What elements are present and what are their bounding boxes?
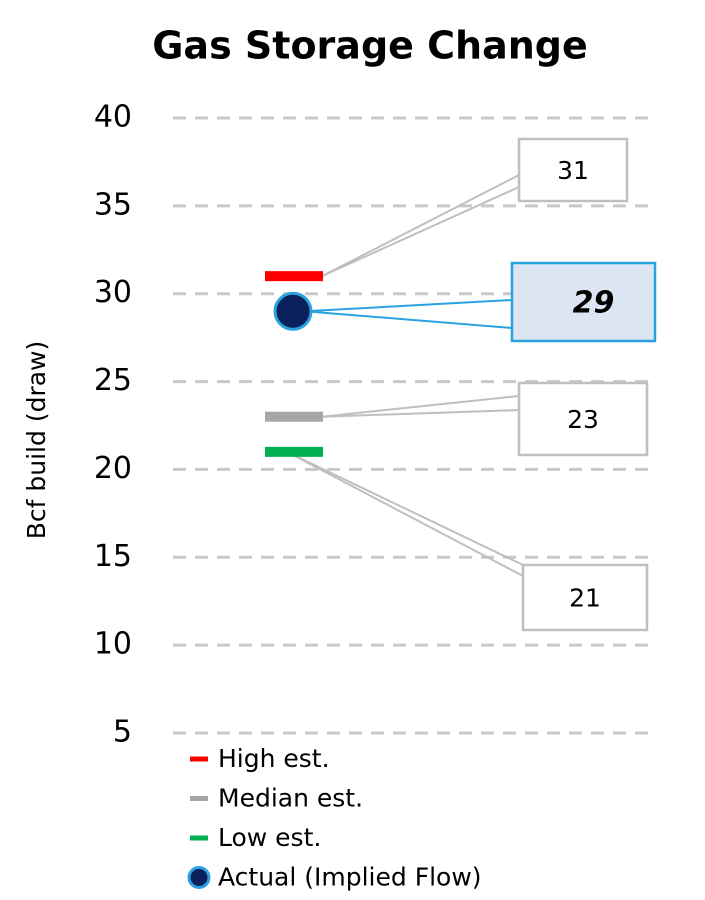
legend-swatch xyxy=(187,866,211,889)
y-tick-label: 20 xyxy=(94,451,132,486)
y-axis-label: Bcf build (draw) xyxy=(22,341,51,540)
y-tick-label: 40 xyxy=(94,100,132,135)
y-tick-label: 30 xyxy=(94,275,132,310)
legend-swatch xyxy=(190,835,208,841)
legend-label: Median est. xyxy=(218,784,363,813)
y-tick-label: 5 xyxy=(113,715,132,750)
callout-leader xyxy=(321,394,520,418)
callout-box xyxy=(517,381,649,457)
legend-label: Low est. xyxy=(218,823,321,852)
actual-marker xyxy=(273,291,313,331)
legend-label: High est. xyxy=(218,744,330,773)
data-label: 21 xyxy=(569,584,601,613)
callout-leader xyxy=(304,298,513,330)
estimate-marker xyxy=(265,446,323,457)
callout-leader xyxy=(321,173,520,278)
callout-box xyxy=(510,261,657,343)
callout-box xyxy=(521,563,649,632)
data-label: 29 xyxy=(573,286,615,321)
y-tick-label: 15 xyxy=(94,539,132,574)
y-tick-label: 10 xyxy=(94,627,132,662)
legend-swatch xyxy=(190,756,208,762)
estimate-marker xyxy=(265,271,323,282)
legend-swatch xyxy=(190,796,208,801)
callout-box xyxy=(517,137,629,203)
chart-title: Gas Storage Change xyxy=(152,24,588,68)
y-tick-label: 35 xyxy=(94,187,132,222)
data-label: 31 xyxy=(557,156,589,185)
estimate-marker xyxy=(265,411,323,422)
y-tick-label: 25 xyxy=(94,363,132,398)
legend-label: Actual (Implied Flow) xyxy=(218,863,482,892)
data-label: 23 xyxy=(567,405,599,434)
